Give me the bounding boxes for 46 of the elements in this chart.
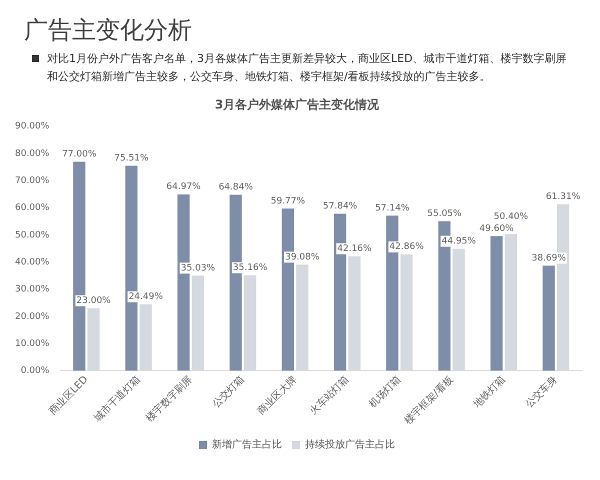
data-label: 44.95% bbox=[442, 236, 476, 247]
data-label: 23.00% bbox=[76, 296, 112, 306]
y-tick-label: 80.00% bbox=[14, 148, 50, 159]
x-tick-label: 城市干道灯箱 bbox=[90, 373, 143, 426]
x-tick-label: 公交灯箱 bbox=[210, 373, 247, 410]
data-label: 35.16% bbox=[232, 263, 268, 274]
data-label: 64.97% bbox=[166, 182, 202, 192]
data-label: 77.00% bbox=[62, 150, 97, 160]
data-label: 42.86% bbox=[389, 242, 424, 252]
y-tick-label: 90.00% bbox=[14, 122, 50, 132]
y-tick-label: 20.00% bbox=[14, 312, 50, 322]
data-label: 55.05% bbox=[427, 209, 462, 220]
data-label: 24.49% bbox=[128, 292, 164, 302]
x-tick-label: 商业区大牌 bbox=[255, 373, 300, 418]
bar bbox=[490, 236, 503, 371]
x-tick-label: 公交车身 bbox=[523, 373, 560, 410]
data-label: 49.60% bbox=[479, 224, 514, 234]
y-tick-label: 40.00% bbox=[14, 257, 50, 268]
bar bbox=[542, 266, 555, 371]
chart-subtitle: 对比1月份户外广告客户名单，3月各媒体广告主更新差异较大，商业区LED、城市干道灯箱、楼宇数字刷屏和公交灯箱新增广告主较多，公交车身、地铁灯箱、楼宇框架/看板持续投放的广告主较多。 bbox=[47, 51, 568, 85]
data-label: 42.16% bbox=[337, 244, 372, 254]
data-label: 39.08% bbox=[285, 252, 320, 262]
data-label: 61.31% bbox=[546, 192, 581, 202]
text: 3月各户外媒体广告主变化情况 bbox=[214, 97, 380, 112]
x-tick-label: 火车站灯箱 bbox=[307, 373, 352, 418]
data-label: 59.77% bbox=[270, 196, 306, 206]
y-tick-label: 0.00% bbox=[20, 366, 50, 376]
chart-title: 广告主变化分析 bbox=[23, 15, 193, 46]
data-label: 38.69% bbox=[532, 254, 566, 264]
legend-label: 持续投放广告主占比 bbox=[305, 438, 395, 451]
x-tick-label: 地铁灯箱 bbox=[470, 373, 508, 411]
data-label: 75.51% bbox=[114, 154, 149, 164]
legend-label: 新增广告主占比 bbox=[212, 438, 282, 451]
x-tick-label: 机场灯箱 bbox=[366, 373, 404, 410]
x-tick-label: 楼宇数字刷屏 bbox=[144, 373, 195, 424]
y-tick-label: 70.00% bbox=[14, 176, 50, 186]
y-tick-label: 60.00% bbox=[14, 203, 50, 214]
data-label: 57.84% bbox=[322, 202, 358, 212]
data-label: 57.14% bbox=[375, 203, 410, 214]
y-tick-label: 30.00% bbox=[14, 284, 50, 295]
x-tick-label: 楼宇框架/看板 bbox=[402, 373, 456, 427]
data-label: 35.03% bbox=[180, 263, 216, 274]
data-label: 50.40% bbox=[494, 212, 529, 222]
data-label: 64.84% bbox=[218, 182, 254, 193]
y-tick-label: 10.00% bbox=[14, 338, 50, 349]
y-tick-label: 50.00% bbox=[14, 230, 50, 240]
